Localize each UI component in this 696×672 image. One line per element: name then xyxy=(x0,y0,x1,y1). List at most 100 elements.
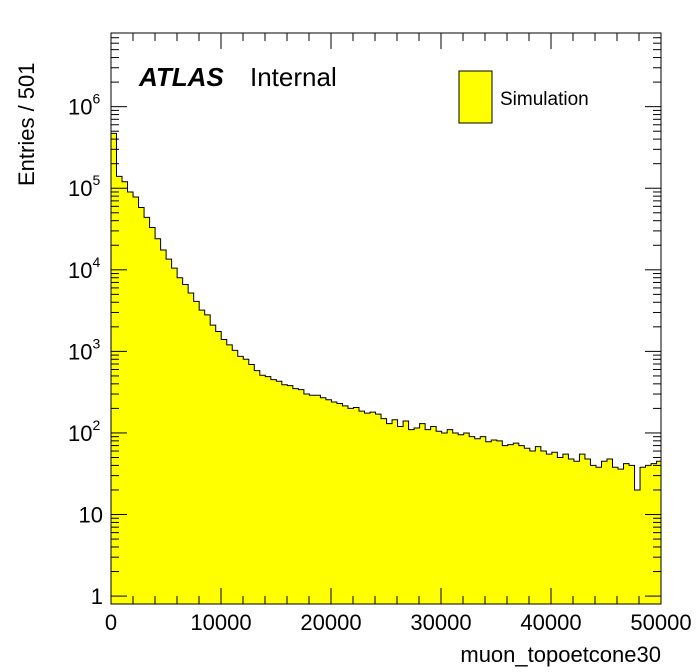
histogram-bar xyxy=(254,370,261,604)
histogram-bar xyxy=(133,197,139,604)
histogram-bar xyxy=(298,389,305,604)
histogram-bar xyxy=(232,350,239,604)
histogram-bar xyxy=(491,439,498,604)
legend: Simulation xyxy=(458,70,589,124)
histogram-bar xyxy=(292,388,299,604)
histogram-bar xyxy=(265,376,272,604)
histogram-bar xyxy=(276,381,283,604)
histogram-bar xyxy=(634,489,641,604)
y-tick-label: 103 xyxy=(68,335,100,364)
histogram-bar xyxy=(177,277,184,604)
histogram-bar xyxy=(122,181,128,604)
histogram-bar xyxy=(221,339,228,604)
histogram-bar xyxy=(535,446,542,604)
histogram-bar xyxy=(568,458,575,604)
x-tick-label: 0 xyxy=(105,610,117,635)
histogram-bar xyxy=(309,395,316,604)
histogram-bar xyxy=(116,176,123,604)
histogram-bar xyxy=(397,426,404,604)
histogram-bar xyxy=(645,465,652,604)
y-tick-label: 102 xyxy=(68,417,100,446)
histogram-bar xyxy=(623,463,630,604)
histogram-bar xyxy=(171,268,178,604)
histogram-bar xyxy=(281,384,288,604)
histogram-bar xyxy=(441,432,448,604)
y-tick-label: 1 xyxy=(91,584,103,609)
histogram-bar xyxy=(557,457,564,604)
x-tick-label: 20000 xyxy=(300,610,361,635)
x-tick-label: 40000 xyxy=(520,610,581,635)
y-tick-label: 104 xyxy=(68,254,100,283)
histogram-bar xyxy=(325,399,332,604)
histogram-bar xyxy=(314,395,321,604)
histogram-bar xyxy=(502,445,509,604)
histogram-bar xyxy=(204,314,211,604)
histogram-bar xyxy=(425,429,432,604)
histogram-bar xyxy=(160,249,167,604)
histogram-bar xyxy=(474,438,481,604)
histogram-bar xyxy=(529,451,536,604)
histogram-bar xyxy=(513,443,520,604)
histogram-bar xyxy=(518,445,525,604)
histogram-bar xyxy=(579,454,586,604)
histogram-bar xyxy=(562,454,569,604)
histogram-bar xyxy=(480,436,487,604)
histogram-bar xyxy=(259,375,266,604)
histogram-bar xyxy=(353,407,360,604)
x-axis-ticks xyxy=(110,33,662,604)
histogram-bar xyxy=(182,284,189,604)
y-axis-tick-labels: 1 10 102 103 104 105 106 xyxy=(68,91,103,609)
histogram-bar xyxy=(601,461,608,604)
histogram-bar xyxy=(149,227,156,604)
histogram-bar xyxy=(618,469,624,604)
histogram-outline xyxy=(110,132,662,604)
histogram-bar xyxy=(358,411,365,604)
histogram-bar xyxy=(375,414,382,604)
histogram-bar xyxy=(469,436,476,604)
histogram-bar xyxy=(320,397,327,604)
histogram-bar xyxy=(584,458,591,604)
histogram-bar xyxy=(386,423,393,604)
histogram-bar xyxy=(524,448,531,604)
histogram-bar xyxy=(436,431,443,604)
histogram-bar xyxy=(651,463,657,604)
histogram-bar xyxy=(430,426,437,604)
y-axis-ticks xyxy=(111,32,661,597)
histogram-bar xyxy=(237,356,244,604)
y-tick-label: 106 xyxy=(68,91,100,120)
histogram-bars xyxy=(111,133,662,604)
histogram-bar xyxy=(540,451,547,604)
histogram-bar xyxy=(403,421,409,604)
histogram-bar xyxy=(342,405,349,604)
histogram-bar xyxy=(347,408,354,604)
histogram-bar xyxy=(612,467,619,604)
histogram-bar xyxy=(303,394,310,604)
histogram-bar xyxy=(199,310,206,604)
histogram-bar xyxy=(606,458,613,604)
x-axis-title: muon_topoetcone30 xyxy=(460,642,661,667)
histogram-bar xyxy=(166,259,173,604)
histogram-bar xyxy=(127,191,134,604)
histogram-bar xyxy=(419,423,426,604)
histogram-bar xyxy=(458,434,465,604)
histogram-bar xyxy=(485,441,492,604)
histogram-bar xyxy=(364,413,371,604)
histogram-bar xyxy=(392,419,398,604)
x-tick-label: 50000 xyxy=(630,610,691,635)
internal-label: Internal xyxy=(250,62,337,92)
histogram-bar xyxy=(408,429,415,604)
histogram-bar xyxy=(546,454,553,604)
histogram-bar xyxy=(507,444,514,604)
histogram-bar xyxy=(551,452,558,604)
y-axis-title: Entries / 501 xyxy=(14,62,39,186)
histogram-bar xyxy=(243,359,250,604)
x-tick-label: 30000 xyxy=(410,610,471,635)
histogram-bar xyxy=(331,401,338,604)
histogram-bar xyxy=(138,207,145,604)
histogram-bar xyxy=(287,385,294,604)
histogram-bar xyxy=(595,467,602,604)
atlas-label: ATLAS xyxy=(138,62,224,92)
histogram-bar xyxy=(590,465,597,604)
histogram-bar xyxy=(414,428,421,604)
